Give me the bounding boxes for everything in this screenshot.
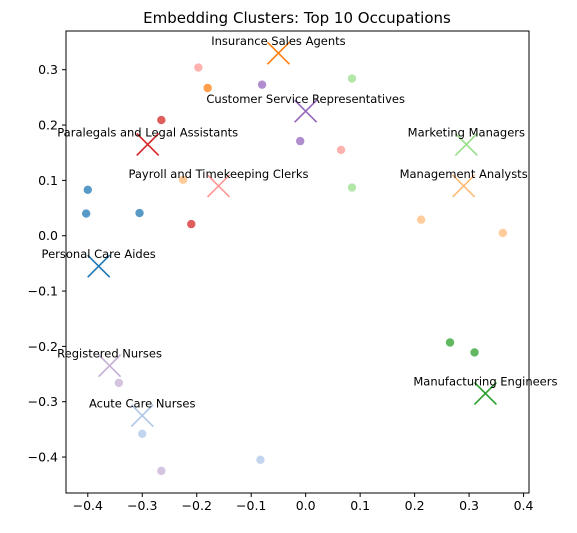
x-tick-label: 0.2 (405, 498, 425, 513)
point-management-analysts (178, 175, 188, 185)
axes: −0.4 −0.3 −0.2 −0.1 0.0 0.1 0.2 0.3 0.4 −0.4 −0.3 −… (28, 30, 534, 513)
point-layer (81, 63, 508, 476)
centroid-marker-personal-care-aides (87, 254, 111, 278)
y-tick-label: 0.3 (38, 62, 58, 77)
y-tick-label: −0.3 (28, 394, 58, 409)
annotation-payroll-and-timekeeping-clerks: Payroll and Timekeeping Clerks (128, 167, 308, 181)
annotation-layer: Insurance Sales Agents Customer Service R… (42, 34, 558, 410)
x-tick-label: 0.4 (514, 498, 534, 513)
annotation-manufacturing-engineers: Manufacturing Engineers (413, 374, 557, 388)
x-tick-label: 0.0 (296, 498, 316, 513)
point-customer-service-representatives (257, 80, 267, 89)
centroid-layer (87, 41, 497, 428)
point-personal-care-aides (81, 209, 91, 218)
point-marketing-managers (347, 74, 357, 83)
y-tick-label: 0.0 (38, 228, 58, 243)
y-tick-label: −0.1 (28, 284, 58, 299)
point-management-analysts (498, 228, 508, 238)
centroid-marker-manufacturing-engineers (473, 381, 497, 405)
annotation-personal-care-aides: Personal Care Aides (42, 247, 156, 261)
annotation-paralegals-and-legal-assistants: Paralegals and Legal Assistants (57, 125, 238, 139)
annotation-marketing-managers: Marketing Managers (408, 125, 525, 139)
centroid-marker-marketing-managers (454, 132, 478, 156)
point-acute-care-nurses (256, 455, 265, 465)
annotation-registered-nurses: Registered Nurses (57, 347, 162, 361)
point-customer-service-representatives (296, 136, 305, 146)
centroid-marker-registered-nurses (98, 354, 122, 378)
x-tick-label: −0.1 (236, 498, 266, 513)
centroid-marker-payroll-and-timekeeping-clerks (206, 174, 231, 198)
point-paralegals-and-legal-assistants (157, 115, 166, 125)
x-tick-label: −0.3 (127, 498, 157, 513)
chart-title: Embedding Clusters: Top 10 Occupations (143, 9, 451, 27)
point-personal-care-aides (135, 208, 144, 218)
point-manufacturing-engineers (470, 348, 479, 357)
point-insurance-sales-agents (203, 83, 212, 93)
x-tick-label: −0.4 (73, 498, 103, 513)
point-paralegals-and-legal-assistants (187, 219, 196, 229)
y-tick-label: 0.1 (38, 173, 58, 188)
point-registered-nurses (114, 378, 124, 388)
centroid-marker-insurance-sales-agents (266, 41, 291, 65)
y-tick-label: −0.2 (28, 339, 58, 354)
point-management-analysts (416, 215, 426, 224)
plot-frame (65, 30, 530, 494)
centroid-marker-acute-care-nurses (130, 403, 154, 428)
y-tick-label: 0.2 (38, 118, 58, 133)
centroid-marker-paralegals-and-legal-assistants (136, 132, 160, 156)
centroid-marker-management-analysts (452, 174, 476, 198)
point-manufacturing-engineers (445, 338, 455, 347)
annotation-acute-care-nurses: Acute Care Nurses (89, 397, 195, 411)
point-marketing-managers (347, 183, 357, 192)
x-tick-label: 0.3 (459, 498, 479, 513)
x-tick-label: −0.2 (182, 498, 212, 513)
x-tick-label: 0.1 (350, 498, 370, 513)
y-tick-label: −0.4 (28, 450, 58, 465)
point-personal-care-aides (83, 185, 92, 194)
point-payroll-and-timekeeping-clerks (336, 145, 346, 155)
annotation-management-analysts: Management Analysts (400, 167, 528, 181)
point-registered-nurses (157, 466, 166, 476)
annotation-customer-service-representatives: Customer Service Representatives (206, 92, 405, 106)
annotation-insurance-sales-agents: Insurance Sales Agents (211, 34, 345, 48)
point-payroll-and-timekeeping-clerks (194, 63, 203, 72)
centroid-marker-customer-service-representatives (294, 99, 318, 123)
point-acute-care-nurses (138, 429, 147, 438)
